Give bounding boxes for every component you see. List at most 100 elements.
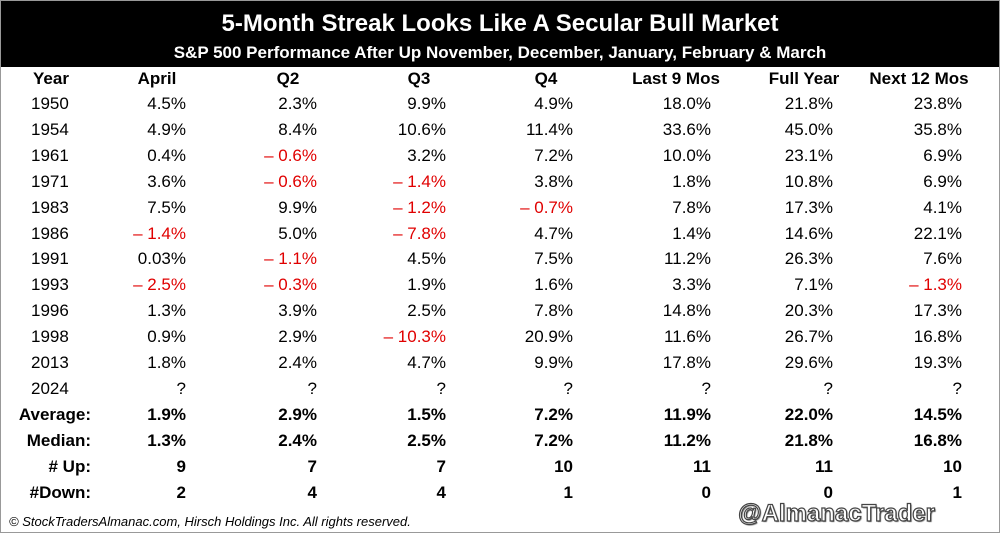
data-cell: ? bbox=[701, 378, 711, 398]
summary-cell: 7 bbox=[307, 456, 317, 476]
data-cell: 7.6% bbox=[923, 249, 962, 269]
summary-cell: 7 bbox=[436, 456, 446, 476]
summary-cell: 1.9% bbox=[147, 404, 186, 424]
summary-cell: 10 bbox=[943, 456, 962, 476]
data-cell: 6.9% bbox=[923, 171, 962, 191]
data-cell: 3.2% bbox=[407, 145, 446, 165]
subtitle: S&P 500 Performance After Up November, D… bbox=[173, 43, 827, 62]
summary-cell: 22.0% bbox=[784, 404, 833, 424]
data-cell: 11.4% bbox=[526, 119, 573, 139]
summary-cell: 0 bbox=[701, 482, 711, 502]
data-cell: 4.5% bbox=[147, 94, 186, 113]
data-cell: 1.9% bbox=[407, 275, 446, 295]
summary-cell: 2 bbox=[176, 482, 186, 502]
data-cell: 2.5% bbox=[407, 301, 446, 321]
data-cell: 20.9% bbox=[524, 327, 573, 347]
data-cell: 23.1% bbox=[784, 145, 833, 165]
data-cell: 2.4% bbox=[278, 353, 317, 372]
data-cell: 7.5% bbox=[147, 197, 186, 217]
summary-label: #Down: bbox=[29, 482, 91, 502]
year-cell: 1991 bbox=[31, 249, 69, 269]
year-cell: 1983 bbox=[31, 197, 69, 217]
data-cell: 2.9% bbox=[278, 327, 317, 347]
year-cell: 2024 bbox=[31, 378, 69, 398]
data-cell: 14.8% bbox=[662, 301, 711, 321]
summary-label: Median: bbox=[26, 430, 91, 450]
data-cell: – 0.6% bbox=[264, 145, 317, 165]
summary-cell: 11.2% bbox=[663, 430, 711, 450]
data-cell: 29.6% bbox=[784, 353, 833, 372]
data-cell: – 10.3% bbox=[383, 327, 446, 347]
data-cell: 17.8% bbox=[662, 353, 711, 372]
column-header: Year bbox=[33, 69, 69, 88]
data-cell: 10.6% bbox=[397, 119, 446, 139]
summary-cell: 11.9% bbox=[663, 404, 711, 424]
data-cell: 1.8% bbox=[672, 171, 711, 191]
year-cell: 1954 bbox=[31, 119, 69, 139]
summary-cell: 7.2% bbox=[534, 404, 573, 424]
data-cell: 1.6% bbox=[534, 275, 573, 295]
data-cell: 11.6% bbox=[664, 327, 711, 347]
column-header: April bbox=[137, 69, 177, 88]
data-cell: 6.9% bbox=[923, 145, 962, 165]
header-band bbox=[1, 1, 999, 67]
summary-cell: 21.8% bbox=[784, 430, 833, 450]
data-cell: 3.9% bbox=[278, 301, 317, 321]
data-cell: ? bbox=[176, 378, 186, 398]
data-cell: 7.2% bbox=[534, 145, 573, 165]
data-cell: 26.7% bbox=[784, 327, 833, 347]
data-cell: 4.1% bbox=[923, 197, 962, 217]
summary-cell: 7.2% bbox=[534, 430, 573, 450]
data-cell: 9.9% bbox=[407, 94, 446, 113]
data-cell: – 0.3% bbox=[264, 275, 317, 295]
data-cell: 4.7% bbox=[534, 223, 573, 243]
year-cell: 2013 bbox=[31, 353, 69, 372]
data-cell: 7.8% bbox=[534, 301, 573, 321]
summary-cell: 2.9% bbox=[278, 404, 317, 424]
year-cell: 1950 bbox=[31, 94, 69, 113]
data-cell: 7.8% bbox=[672, 197, 711, 217]
data-cell: ? bbox=[823, 378, 833, 398]
data-cell: 7.5% bbox=[534, 249, 573, 269]
data-cell: 3.3% bbox=[672, 275, 711, 295]
data-cell: 23.8% bbox=[913, 94, 962, 113]
watermark: @AlmanacTrader bbox=[738, 500, 936, 527]
summary-cell: 4 bbox=[436, 482, 446, 502]
data-cell: 22.1% bbox=[913, 223, 962, 243]
data-cell: ? bbox=[307, 378, 317, 398]
data-cell: 3.8% bbox=[534, 171, 573, 191]
data-cell: 11.2% bbox=[664, 249, 711, 269]
summary-cell: 11 bbox=[693, 456, 711, 476]
summary-cell: 16.8% bbox=[913, 430, 962, 450]
summary-cell: 2.4% bbox=[278, 430, 317, 450]
summary-cell: 0 bbox=[823, 482, 833, 502]
data-cell: 7.1% bbox=[794, 275, 833, 295]
data-cell: 5.0% bbox=[278, 223, 317, 243]
data-cell: ? bbox=[436, 378, 446, 398]
year-cell: 1986 bbox=[31, 223, 69, 243]
data-cell: 10.8% bbox=[784, 171, 833, 191]
summary-cell: 4 bbox=[307, 482, 317, 502]
data-cell: 1.4% bbox=[672, 223, 711, 243]
data-cell: 8.4% bbox=[278, 119, 317, 139]
data-cell: 35.8% bbox=[913, 119, 962, 139]
data-cell: 14.6% bbox=[784, 223, 833, 243]
summary-cell: 9 bbox=[176, 456, 186, 476]
data-cell: 17.3% bbox=[784, 197, 833, 217]
summary-cell: 14.5% bbox=[913, 404, 962, 424]
summary-cell: 1 bbox=[952, 482, 962, 502]
column-header: Next 12 Mos bbox=[869, 69, 969, 88]
summary-cell: 2.5% bbox=[407, 430, 446, 450]
data-cell: 45.0% bbox=[784, 119, 833, 139]
summary-cell: 11 bbox=[815, 456, 833, 476]
summary-cell: 1.5% bbox=[407, 404, 446, 424]
data-cell: – 1.4% bbox=[133, 223, 186, 243]
data-cell: ? bbox=[563, 378, 573, 398]
data-cell: 17.3% bbox=[913, 301, 962, 321]
column-header: Last 9 Mos bbox=[632, 69, 720, 88]
data-cell: 1.8% bbox=[147, 353, 186, 372]
data-cell: 33.6% bbox=[662, 119, 711, 139]
summary-cell: 10 bbox=[554, 456, 573, 476]
year-cell: 1961 bbox=[31, 145, 69, 165]
data-cell: 4.5% bbox=[407, 249, 446, 269]
